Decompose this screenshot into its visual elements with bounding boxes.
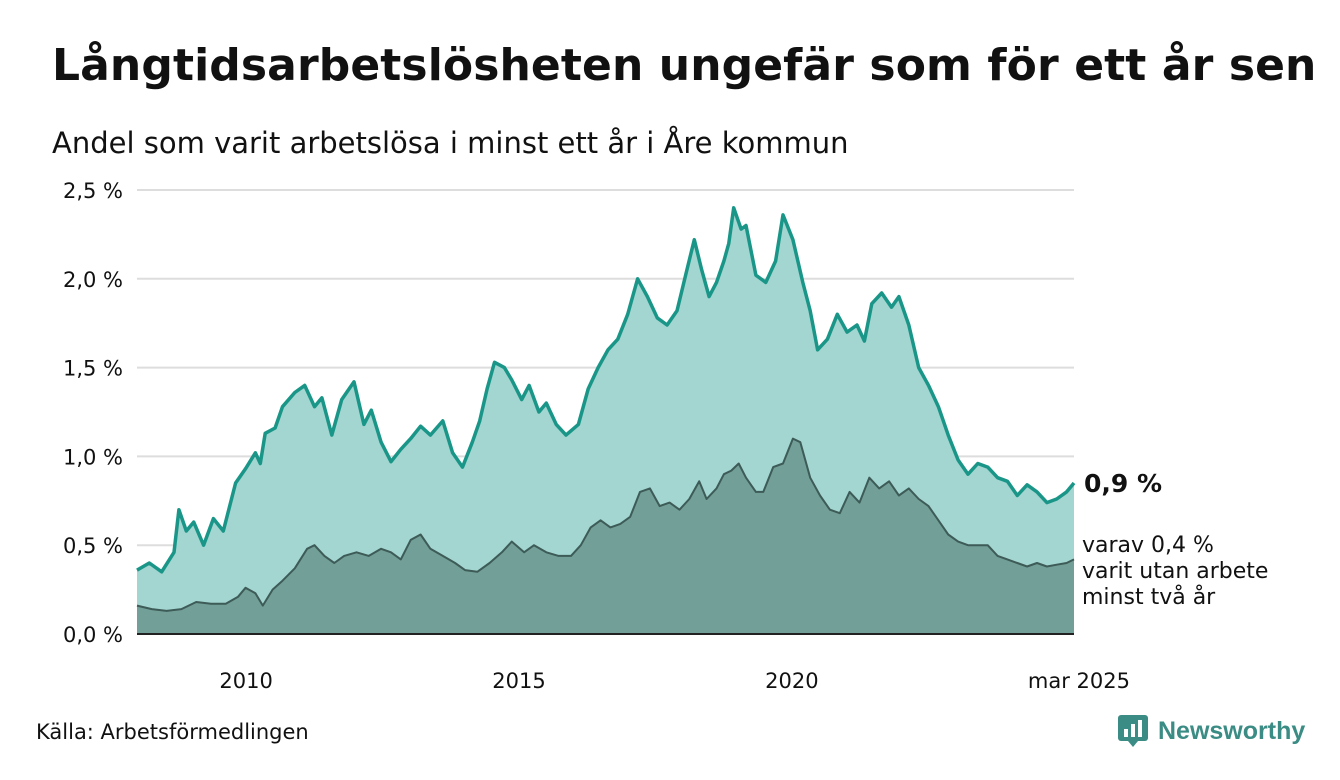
axis: 0,0 % 0,5 % 1,0 % 1,5 % 2,0 % 2,5 % 2010 2015 20… (63, 179, 1130, 693)
chart-subtitle: Andel som varit arbetslösa i minst ett å… (52, 126, 849, 160)
series-end-label-line: minst två år (1082, 584, 1216, 610)
x-tick-label: 2015 (492, 669, 545, 693)
y-tick-label: 2,0 % (63, 268, 123, 292)
series-line-total (136, 206, 1076, 574)
series-end-label-two-year: varav 0,4 % varit utan arbete minst två år (1082, 533, 1268, 610)
series-areas (136, 206, 1076, 635)
y-tick-label: 0,0 % (63, 623, 123, 647)
series-end-label-total: 0,9 % (1084, 469, 1162, 498)
series-line-two-year (136, 437, 1075, 612)
x-tick-label: 2010 (219, 669, 272, 693)
source-note: Källa: Arbetsförmedlingen (36, 720, 309, 744)
newsworthy-logo-icon (1118, 715, 1148, 747)
y-tick-label: 2,5 % (63, 179, 123, 203)
series-area-two-year (137, 438, 1074, 634)
series-labels: 0,9 % varav 0,4 % varit utan arbete minst t… (1082, 469, 1268, 610)
brand-name: Newsworthy (1158, 716, 1306, 745)
chart-title: Långtidsarbetslösheten ungefär som för e… (52, 40, 1317, 91)
y-tick-label: 0,5 % (63, 534, 123, 558)
y-tick-label: 1,5 % (63, 357, 123, 381)
series-end-label-line: varit utan arbete (1082, 559, 1268, 584)
x-tick-label: mar 2025 (1028, 669, 1130, 693)
x-tick-label: 2020 (765, 669, 818, 693)
series-end-label-line: varav 0,4 % (1082, 533, 1214, 558)
y-tick-label: 1,0 % (63, 445, 123, 469)
brand-logo: Newsworthy (1118, 714, 1305, 748)
